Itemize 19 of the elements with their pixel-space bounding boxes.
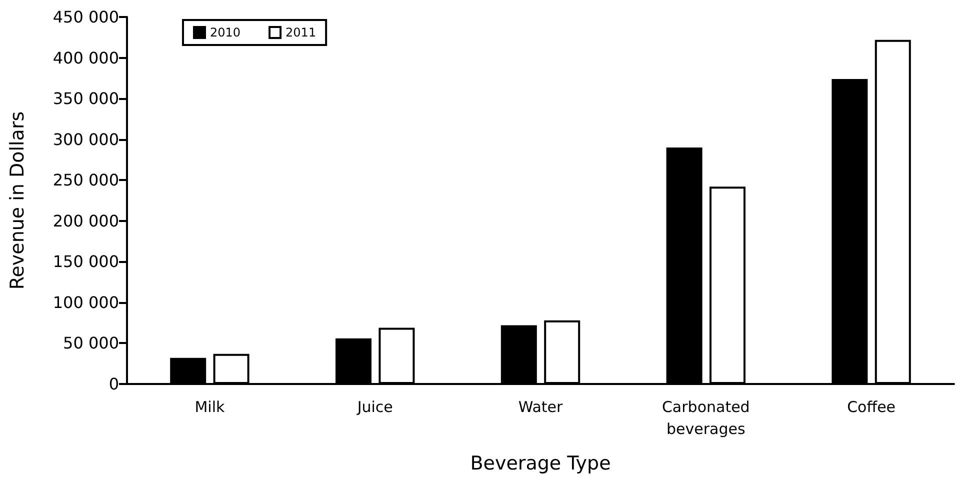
y-tick-label: 400 000 bbox=[52, 48, 119, 68]
y-tick-label: 350 000 bbox=[52, 89, 119, 108]
y-axis-title: Revenue in Dollars bbox=[6, 111, 28, 290]
y-tick-label: 0 bbox=[108, 374, 119, 394]
y-tick-label: 250 000 bbox=[52, 170, 119, 190]
y-tick-label: 150 000 bbox=[52, 252, 119, 272]
y-tick-label: 100 000 bbox=[52, 292, 119, 312]
legend-label: 2011 bbox=[286, 26, 316, 40]
x-tick-label: Milk bbox=[194, 398, 225, 416]
x-tick-label: Juice bbox=[356, 398, 393, 416]
y-tick-label: 50 000 bbox=[63, 334, 119, 353]
x-tick-label: Carbonated beverages bbox=[662, 398, 750, 438]
x-tick-label: Water bbox=[518, 398, 564, 416]
x-axis-title: Beverage Type bbox=[470, 452, 611, 474]
y-tick-label: 450 000 bbox=[52, 8, 119, 26]
legend-label: 2010 bbox=[210, 26, 241, 40]
y-tick-label: 300 000 bbox=[52, 130, 119, 149]
y-tick-label: 200 000 bbox=[52, 211, 119, 230]
x-tick-label: Coffee bbox=[847, 398, 896, 416]
